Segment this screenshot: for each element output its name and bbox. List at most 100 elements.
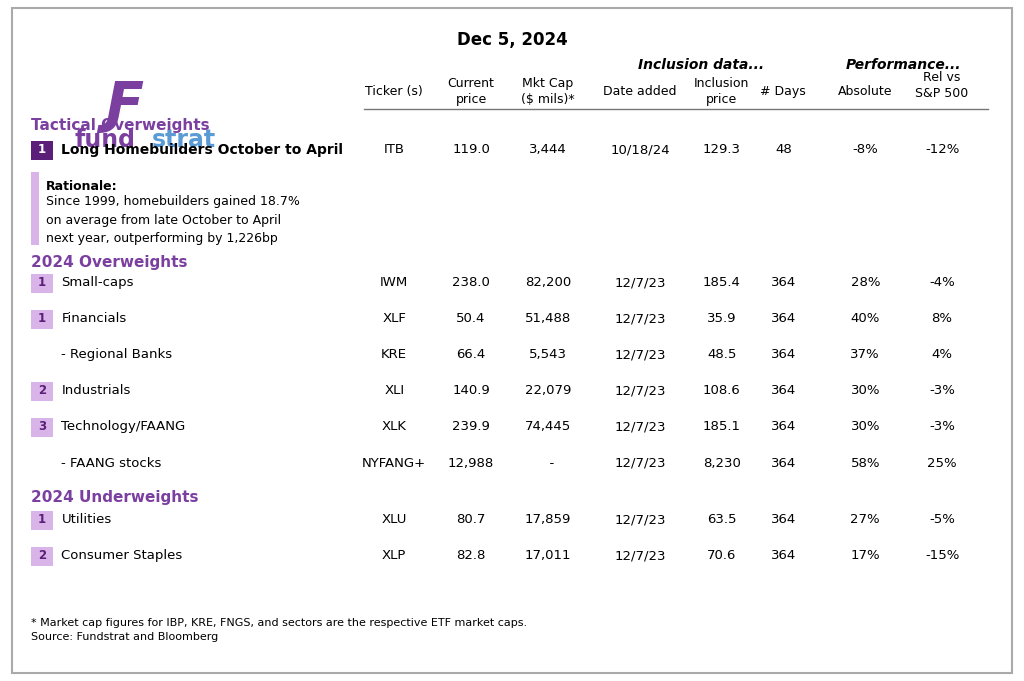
Text: Mkt Cap
($ mils)*: Mkt Cap ($ mils)* bbox=[521, 78, 574, 106]
Text: 40%: 40% bbox=[851, 312, 880, 326]
Text: Performance...: Performance... bbox=[846, 58, 961, 72]
Text: XLK: XLK bbox=[382, 420, 407, 434]
Text: 48: 48 bbox=[775, 143, 792, 157]
Text: 63.5: 63.5 bbox=[708, 513, 736, 526]
Text: 17,011: 17,011 bbox=[524, 549, 571, 563]
Text: 10/18/24: 10/18/24 bbox=[610, 143, 670, 157]
Text: 364: 364 bbox=[771, 549, 796, 563]
Text: 239.9: 239.9 bbox=[453, 420, 489, 434]
Text: 8,230: 8,230 bbox=[703, 456, 740, 470]
Text: Inclusion
price: Inclusion price bbox=[694, 78, 750, 106]
Text: -15%: -15% bbox=[925, 549, 959, 563]
Text: Consumer Staples: Consumer Staples bbox=[61, 549, 182, 563]
Text: 2: 2 bbox=[38, 384, 46, 398]
Text: Utilities: Utilities bbox=[61, 513, 112, 526]
Text: Rationale:: Rationale: bbox=[46, 180, 118, 193]
Bar bbox=[31, 172, 39, 245]
Bar bbox=[31, 418, 53, 437]
Text: 364: 364 bbox=[771, 312, 796, 326]
Text: 3,444: 3,444 bbox=[529, 143, 566, 157]
Text: 12,988: 12,988 bbox=[447, 456, 495, 470]
Text: Ƒ: Ƒ bbox=[104, 78, 141, 133]
Text: Date added: Date added bbox=[603, 85, 677, 99]
Text: Technology/FAANG: Technology/FAANG bbox=[61, 420, 185, 434]
Text: XLP: XLP bbox=[382, 549, 407, 563]
Text: KRE: KRE bbox=[381, 348, 408, 362]
Text: XLF: XLF bbox=[382, 312, 407, 326]
Bar bbox=[31, 141, 53, 160]
Bar bbox=[31, 274, 53, 293]
Text: Industrials: Industrials bbox=[61, 384, 131, 398]
Text: 80.7: 80.7 bbox=[457, 513, 485, 526]
Text: 30%: 30% bbox=[851, 420, 880, 434]
Text: 8%: 8% bbox=[932, 312, 952, 326]
Text: 12/7/23: 12/7/23 bbox=[614, 384, 666, 398]
Text: 3: 3 bbox=[38, 420, 46, 434]
Text: 129.3: 129.3 bbox=[702, 143, 741, 157]
Text: 2024 Overweights: 2024 Overweights bbox=[31, 255, 187, 270]
Text: Source: Fundstrat and Bloomberg: Source: Fundstrat and Bloomberg bbox=[31, 632, 218, 642]
Text: 35.9: 35.9 bbox=[708, 312, 736, 326]
Text: 27%: 27% bbox=[851, 513, 880, 526]
Text: * Market cap figures for IBP, KRE, FNGS, and sectors are the respective ETF mark: * Market cap figures for IBP, KRE, FNGS,… bbox=[31, 618, 526, 628]
Text: 364: 364 bbox=[771, 420, 796, 434]
Text: -3%: -3% bbox=[929, 384, 955, 398]
Text: Current
price: Current price bbox=[447, 78, 495, 106]
Text: 2: 2 bbox=[38, 549, 46, 563]
Text: 66.4: 66.4 bbox=[457, 348, 485, 362]
Text: 25%: 25% bbox=[928, 456, 956, 470]
Text: 58%: 58% bbox=[851, 456, 880, 470]
Text: 12/7/23: 12/7/23 bbox=[614, 348, 666, 362]
Text: 12/7/23: 12/7/23 bbox=[614, 513, 666, 526]
Text: 70.6: 70.6 bbox=[708, 549, 736, 563]
Text: 48.5: 48.5 bbox=[708, 348, 736, 362]
Text: 119.0: 119.0 bbox=[453, 143, 489, 157]
Text: XLU: XLU bbox=[382, 513, 407, 526]
Text: strat: strat bbox=[152, 127, 216, 152]
Text: -8%: -8% bbox=[852, 143, 879, 157]
Text: Rel vs
S&P 500: Rel vs S&P 500 bbox=[915, 71, 969, 99]
Text: 82,200: 82,200 bbox=[524, 276, 571, 289]
Text: 2024 Underweights: 2024 Underweights bbox=[31, 490, 199, 505]
Text: 51,488: 51,488 bbox=[524, 312, 571, 326]
Text: -12%: -12% bbox=[925, 143, 959, 157]
Text: 17%: 17% bbox=[851, 549, 880, 563]
Bar bbox=[31, 511, 53, 530]
Text: XLI: XLI bbox=[384, 384, 404, 398]
Text: # Days: # Days bbox=[761, 85, 806, 99]
Text: - FAANG stocks: - FAANG stocks bbox=[61, 456, 162, 470]
Text: 364: 364 bbox=[771, 276, 796, 289]
Text: 28%: 28% bbox=[851, 276, 880, 289]
Text: 50.4: 50.4 bbox=[457, 312, 485, 326]
Text: 140.9: 140.9 bbox=[453, 384, 489, 398]
Text: 5,543: 5,543 bbox=[528, 348, 567, 362]
Text: Inclusion data...: Inclusion data... bbox=[638, 58, 765, 72]
Text: 238.0: 238.0 bbox=[453, 276, 489, 289]
Text: 1: 1 bbox=[38, 513, 46, 526]
Text: Since 1999, homebuilders gained 18.7%
on average from late October to April
next: Since 1999, homebuilders gained 18.7% on… bbox=[46, 195, 300, 245]
Text: 1: 1 bbox=[38, 143, 46, 157]
Text: 364: 364 bbox=[771, 348, 796, 362]
Text: 364: 364 bbox=[771, 384, 796, 398]
Text: -: - bbox=[542, 456, 554, 470]
Text: 1: 1 bbox=[38, 312, 46, 326]
Text: fund: fund bbox=[75, 127, 136, 152]
Text: 17,859: 17,859 bbox=[524, 513, 571, 526]
Text: 12/7/23: 12/7/23 bbox=[614, 549, 666, 563]
Text: -5%: -5% bbox=[929, 513, 955, 526]
Bar bbox=[31, 382, 53, 401]
Text: - Regional Banks: - Regional Banks bbox=[61, 348, 173, 362]
Text: -4%: -4% bbox=[929, 276, 955, 289]
Text: 22,079: 22,079 bbox=[524, 384, 571, 398]
Text: 108.6: 108.6 bbox=[703, 384, 740, 398]
Text: 82.8: 82.8 bbox=[457, 549, 485, 563]
Text: ITB: ITB bbox=[384, 143, 404, 157]
Text: Dec 5, 2024: Dec 5, 2024 bbox=[457, 31, 567, 48]
Text: 37%: 37% bbox=[851, 348, 880, 362]
Text: 12/7/23: 12/7/23 bbox=[614, 276, 666, 289]
Text: 4%: 4% bbox=[932, 348, 952, 362]
Text: IWM: IWM bbox=[380, 276, 409, 289]
Text: Small-caps: Small-caps bbox=[61, 276, 134, 289]
Text: Financials: Financials bbox=[61, 312, 127, 326]
Text: 185.4: 185.4 bbox=[703, 276, 740, 289]
